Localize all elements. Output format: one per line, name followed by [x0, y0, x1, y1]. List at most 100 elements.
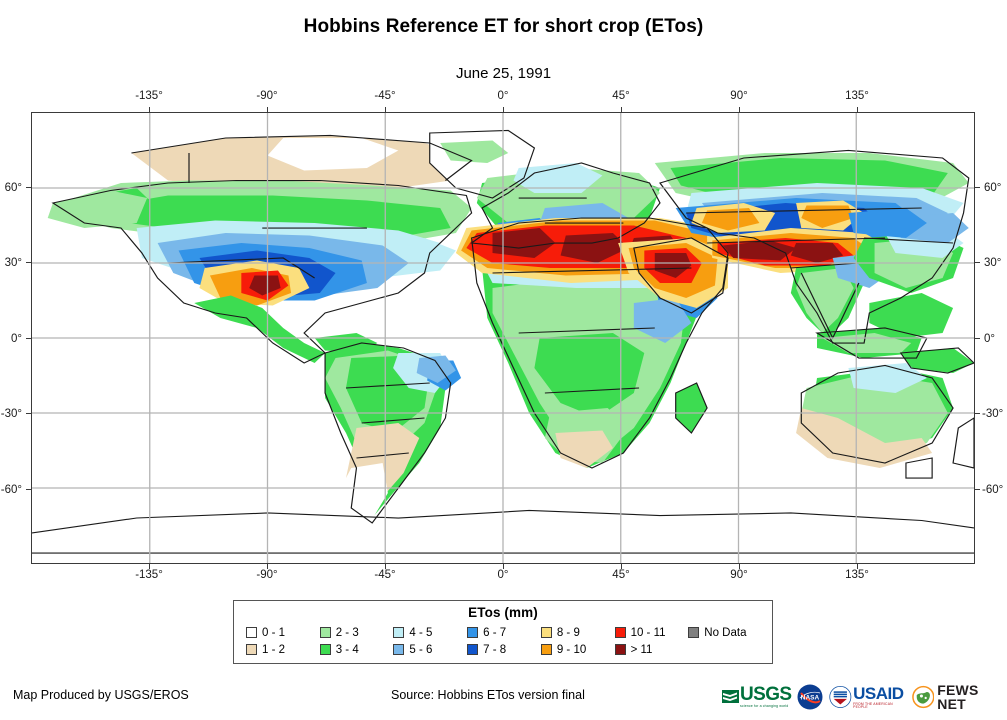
legend-item-9[interactable]: 9 - 10 — [540, 641, 615, 658]
lon-tick-bottom-2 — [385, 564, 386, 569]
legend-swatch-icon-3 — [319, 644, 331, 655]
svg-text:NASA: NASA — [801, 695, 820, 702]
lat-label-left-4: -60° — [0, 484, 22, 496]
et-patch-patagonia-white — [340, 463, 388, 528]
legend-label-4: 4 - 5 — [409, 626, 433, 639]
legend-label-0: 0 - 1 — [262, 626, 286, 639]
legend-item-10[interactable]: 10 - 11 — [614, 624, 689, 641]
lon-tick-top-5 — [739, 107, 740, 112]
lon-label-bottom-0: -135° — [135, 569, 163, 581]
usgs-wave-icon — [722, 690, 739, 703]
lon-label-top-0: -135° — [135, 90, 163, 102]
map-credit: Map Produced by USGS/EROS — [13, 688, 189, 702]
et-patch-iran-darkred — [722, 240, 797, 261]
lon-label-top-2: -45° — [374, 90, 396, 102]
lon-tick-bottom-0 — [149, 564, 150, 569]
legend-swatch-icon-10 — [614, 627, 626, 638]
et-patch-alaska-green — [47, 190, 148, 228]
et-patch-tasmania-white — [905, 458, 933, 478]
lon-label-bottom-6: 135° — [845, 569, 869, 581]
map-canvas[interactable] — [31, 112, 975, 564]
usaid-logo[interactable]: USAID FROM THE AMERICAN PEOPLE — [829, 685, 905, 710]
legend-label-7: 7 - 8 — [483, 643, 507, 656]
nasa-meatball-icon: NASA — [797, 684, 823, 710]
et-patch-greenland-green — [440, 140, 509, 163]
usaid-logo-text: USAID — [853, 683, 904, 703]
data-source: Source: Hobbins ETos version final — [391, 688, 585, 702]
legend-entries: 0 - 1 1 - 2 2 - 3 3 - 4 4 - 5 5 - 6 6 - … — [234, 624, 772, 658]
lat-label-right-3: -30° — [982, 408, 1004, 420]
legend-swatch-icon-4 — [393, 627, 405, 638]
fewsnet-globe-icon — [911, 685, 935, 709]
graticule-layer — [32, 113, 974, 563]
lon-tick-bottom-6 — [857, 564, 858, 569]
et-patch-mexico-green — [194, 295, 326, 363]
lon-tick-bottom-5 — [739, 564, 740, 569]
lon-tick-top-2 — [385, 107, 386, 112]
lat-label-right-0: 60° — [984, 182, 1002, 194]
lat-tick-right-4 — [975, 489, 980, 490]
legend-item-6[interactable]: 6 - 7 — [467, 624, 541, 641]
legend-swatch-icon-6 — [467, 627, 479, 638]
et-patch-india-lightgreen — [796, 268, 854, 333]
legend-label-1: 1 - 2 — [262, 643, 286, 656]
coastline-layer — [32, 129, 974, 554]
legend-item-12[interactable]: No Data — [688, 624, 762, 641]
lon-tick-top-3 — [503, 107, 504, 112]
lat-label-right-2: 0° — [984, 333, 995, 345]
lat-tick-left-3 — [26, 413, 31, 414]
lat-label-left-3: -30° — [0, 408, 22, 420]
lon-tick-bottom-3 — [503, 564, 504, 569]
fewsnet-logo[interactable]: FEWS NET — [911, 683, 1007, 711]
lon-tick-top-0 — [149, 107, 150, 112]
usaid-seal-icon — [829, 686, 852, 708]
lon-label-bottom-2: -45° — [374, 569, 396, 581]
usaid-logo-tagline: FROM THE AMERICAN PEOPLE — [853, 701, 893, 709]
legend-swatch-icon-2 — [319, 627, 331, 638]
lat-tick-left-4 — [26, 489, 31, 490]
legend-label-6: 6 - 7 — [483, 626, 507, 639]
usgs-logo-text: USGS — [740, 684, 792, 706]
et-patch-namerica-darkred — [249, 275, 281, 296]
legend-item-0[interactable]: 0 - 1 — [246, 624, 320, 641]
legend-item-2[interactable]: 2 - 3 — [319, 624, 394, 641]
lat-tick-left-0 — [26, 187, 31, 188]
legend-item-3[interactable]: 3 - 4 — [319, 641, 394, 658]
legend-item-blank — [688, 641, 762, 658]
et-patch-australia-lightblue — [848, 363, 927, 393]
lon-label-top-6: 135° — [845, 90, 869, 102]
et-patch-sea-green — [869, 293, 954, 338]
legend-item-4[interactable]: 4 - 5 — [393, 624, 467, 641]
legend-item-5[interactable]: 5 - 6 — [393, 641, 467, 658]
et-patch-nz-white — [958, 423, 974, 463]
legend-swatch-icon-9 — [540, 644, 552, 655]
legend-swatch-icon-8 — [540, 627, 552, 638]
et-patch-safrica-tan — [555, 430, 613, 468]
lon-label-top-3: 0° — [497, 90, 509, 102]
usgs-logo[interactable]: USGS science for a changing world — [722, 684, 792, 709]
usgs-logo-tagline: science for a changing world — [740, 704, 789, 709]
et-patch-pakistan-darkred — [790, 243, 844, 263]
nasa-logo[interactable]: NASA — [797, 684, 823, 710]
et-patch-centralasia-orange2 — [801, 205, 854, 228]
legend-item-1[interactable]: 1 - 2 — [246, 641, 320, 658]
legend-swatch-icon-11 — [614, 644, 626, 655]
lat-tick-right-1 — [975, 262, 980, 263]
legend-swatch-icon-0 — [246, 627, 257, 638]
legend-swatch-icon-7 — [467, 644, 479, 655]
et-patch-sahara-darkred-west — [492, 228, 556, 258]
legend-label-12: No Data — [704, 626, 747, 639]
lon-tick-top-4 — [621, 107, 622, 112]
lat-tick-right-0 — [975, 187, 980, 188]
et-patch-sahara-darkred-central — [560, 233, 629, 263]
lon-tick-top-6 — [857, 107, 858, 112]
legend-swatch-icon-1 — [246, 644, 257, 655]
legend-item-7[interactable]: 7 - 8 — [467, 641, 541, 658]
legend-item-8[interactable]: 8 - 9 — [540, 624, 615, 641]
lat-label-right-4: -60° — [982, 484, 1004, 496]
page-subtitle: June 25, 1991 — [455, 65, 552, 82]
lon-label-bottom-3: 0° — [497, 569, 509, 581]
lat-label-left-2: 0° — [11, 333, 22, 345]
legend-item-11[interactable]: > 11 — [614, 641, 689, 658]
legend-label-3: 3 - 4 — [335, 643, 359, 656]
